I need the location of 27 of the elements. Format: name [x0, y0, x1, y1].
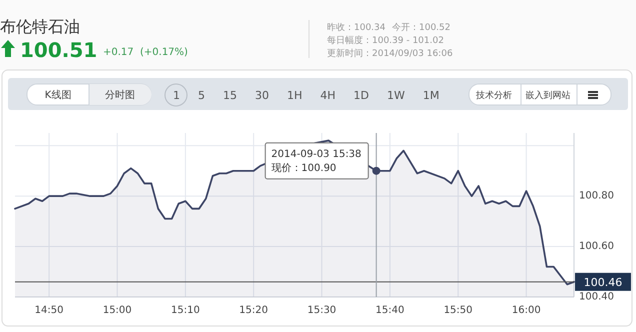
y-tick-label: 100.40 [579, 292, 614, 302]
text: 技术分析 [475, 90, 512, 101]
text: 今开：100.52 [392, 22, 450, 33]
y-tick-label: 100.60 [579, 241, 614, 252]
text: K线图 [44, 89, 72, 101]
ref-line-label: 100.46 [584, 276, 622, 289]
text: 分时图 [105, 89, 135, 101]
text: +0.17 [103, 47, 134, 58]
text: 嵌入到网站 [526, 90, 570, 101]
x-tick-label: 15:00 [102, 305, 132, 316]
x-tick-label: 14:50 [34, 305, 64, 316]
chart-subtitle: 100.51 [20, 38, 98, 62]
chart-title: 布伦特石油 [0, 17, 80, 36]
text: 更新时间：2014/09/03 16:06 [327, 48, 453, 59]
x-tick-label: 15:50 [444, 305, 473, 316]
x-tick-label: 15:20 [239, 305, 268, 316]
x-tick-label: 15:40 [376, 305, 404, 316]
x-tick-label: 15:30 [307, 305, 336, 316]
y-tick-label: 100.80 [579, 190, 614, 202]
text: 昨收：100.34 [327, 22, 386, 33]
x-tick-label: 15:10 [171, 305, 200, 316]
text: 每日幅度：100.39 - 101.02 [327, 35, 444, 46]
text: (+0.17%) [140, 47, 188, 58]
annotation: 现价：100.90 [271, 162, 336, 174]
annotation: 2014-09-03 15:38 [271, 148, 362, 160]
text: 1 5 15 30 1H 4H 1D 1W 1M [173, 89, 440, 102]
x-tick-label: 16:00 [512, 305, 541, 316]
